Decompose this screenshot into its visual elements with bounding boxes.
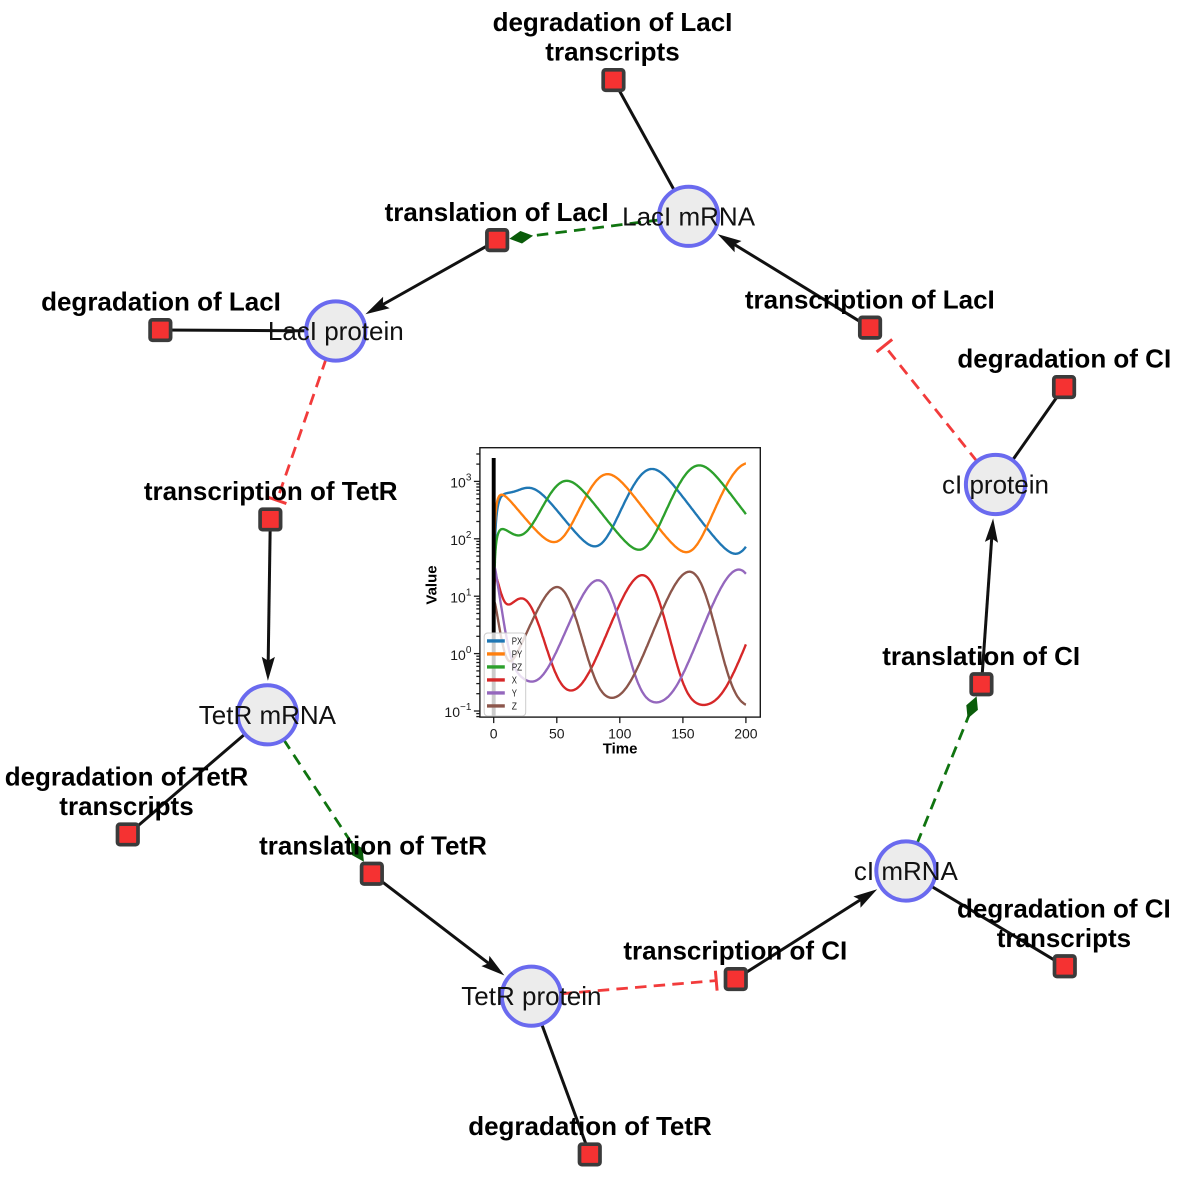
svg-text:LacI mRNA: LacI mRNA bbox=[622, 201, 756, 231]
svg-text:PZ: PZ bbox=[512, 663, 523, 674]
svg-text:TetR protein: TetR protein bbox=[461, 981, 601, 1011]
svg-text:transcripts: transcripts bbox=[545, 37, 679, 67]
svg-text:translation of TetR: translation of TetR bbox=[259, 831, 487, 861]
svg-text:translation of CI: translation of CI bbox=[882, 641, 1080, 671]
svg-text:100: 100 bbox=[608, 725, 632, 741]
svg-text:transcripts: transcripts bbox=[59, 791, 193, 821]
svg-text:Time: Time bbox=[603, 741, 638, 758]
svg-text:degradation of CI: degradation of CI bbox=[957, 344, 1171, 374]
svg-text:cI mRNA: cI mRNA bbox=[854, 856, 959, 886]
svg-text:degradation of CI: degradation of CI bbox=[957, 894, 1171, 924]
svg-text:200: 200 bbox=[734, 725, 758, 741]
svg-text:X: X bbox=[512, 676, 517, 687]
svg-text:degradation of LacI: degradation of LacI bbox=[41, 287, 281, 317]
svg-text:TetR mRNA: TetR mRNA bbox=[199, 700, 337, 730]
svg-text:cI protein: cI protein bbox=[942, 470, 1049, 500]
svg-text:150: 150 bbox=[671, 725, 695, 741]
svg-text:100: 100 bbox=[450, 645, 472, 663]
svg-text:degradation of TetR: degradation of TetR bbox=[5, 762, 249, 792]
svg-text:transcription of CI: transcription of CI bbox=[623, 936, 847, 966]
svg-text:transcription of TetR: transcription of TetR bbox=[144, 476, 398, 506]
svg-text:50: 50 bbox=[549, 725, 565, 741]
svg-text:translation of LacI: translation of LacI bbox=[385, 197, 609, 227]
svg-text:101: 101 bbox=[450, 587, 472, 605]
svg-text:PX: PX bbox=[512, 637, 523, 648]
svg-text:degradation of LacI: degradation of LacI bbox=[493, 7, 733, 37]
svg-text:LacI protein: LacI protein bbox=[268, 316, 404, 346]
svg-text:Y: Y bbox=[512, 689, 517, 700]
svg-text:transcripts: transcripts bbox=[997, 923, 1131, 953]
svg-text:103: 103 bbox=[450, 473, 472, 491]
svg-text:0: 0 bbox=[490, 725, 498, 741]
svg-text:Z: Z bbox=[512, 702, 517, 713]
svg-text:transcription of LacI: transcription of LacI bbox=[745, 284, 995, 314]
svg-text:Value: Value bbox=[424, 565, 441, 604]
svg-text:10−1: 10−1 bbox=[444, 702, 471, 720]
svg-text:102: 102 bbox=[450, 530, 472, 548]
svg-text:degradation of TetR: degradation of TetR bbox=[468, 1111, 712, 1141]
svg-text:PY: PY bbox=[512, 650, 523, 661]
